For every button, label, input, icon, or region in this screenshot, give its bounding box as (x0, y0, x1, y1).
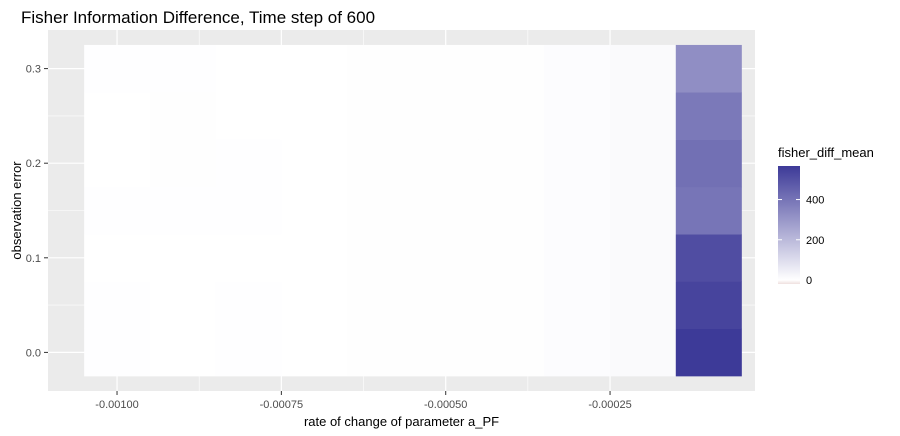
x-tick-label: -0.00075 (260, 399, 303, 411)
heatmap-tile (610, 186, 677, 235)
heatmap-tile (84, 139, 151, 188)
heatmap-tile (149, 139, 216, 188)
heatmap-tile (281, 186, 348, 235)
legend-label: 400 (806, 195, 824, 207)
heatmap-tile (84, 281, 151, 330)
x-axis-title: rate of change of parameter a_PF (304, 414, 499, 429)
heatmap-tile (544, 92, 611, 140)
heatmap-tile (84, 186, 151, 235)
heatmap-tile (347, 281, 414, 330)
legend-title: fisher_diff_mean (778, 145, 874, 160)
heatmap-tile (149, 186, 216, 235)
y-tick-label: 0.3 (26, 64, 41, 76)
heatmap-tile (544, 44, 611, 93)
heatmap-tile (675, 234, 742, 282)
x-axis: -0.00100 -0.00075 -0.00050 -0.00025 (95, 391, 632, 411)
heatmap-tile (412, 234, 479, 282)
heatmap-tile (544, 139, 611, 188)
heatmap-tile (412, 44, 479, 93)
heatmap-tile (215, 139, 282, 188)
x-tick-label: -0.00025 (588, 399, 631, 411)
heatmap-tile (675, 281, 742, 330)
heatmap-tile (84, 44, 151, 93)
heatmap-tile (675, 44, 742, 93)
y-tick-label: 0.0 (26, 347, 41, 359)
x-tick-label: -0.00050 (424, 399, 467, 411)
heatmap-tile (347, 234, 414, 282)
legend-label: 200 (806, 235, 824, 247)
heatmap-tile (149, 328, 216, 377)
legend-label: 0 (806, 275, 812, 287)
heatmap-tile (675, 92, 742, 140)
heatmap-tile (215, 281, 282, 330)
heatmap-tile (347, 139, 414, 188)
chart-title: Fisher Information Difference, Time step… (21, 8, 375, 27)
heatmap-tile (610, 328, 677, 377)
heatmap-tile (544, 186, 611, 235)
heatmap-tile (281, 234, 348, 282)
heatmap-tile (412, 328, 479, 377)
heatmap-tile (347, 92, 414, 140)
heatmap-tile (347, 44, 414, 93)
heatmap-tile (610, 281, 677, 330)
heatmap-tile (149, 92, 216, 140)
heatmap-tile (281, 139, 348, 188)
heatmap-tile (478, 44, 545, 93)
heatmap-tile (478, 186, 545, 235)
heatmap-tile (215, 186, 282, 235)
heatmap-tile (215, 328, 282, 377)
heatmap-tile (675, 186, 742, 235)
y-axis: 0.0 0.1 0.2 0.3 (26, 64, 48, 359)
heatmap-tile (478, 234, 545, 282)
legend-ticks: 0 200 400 (778, 195, 824, 287)
heatmap-tiles (84, 44, 742, 377)
heatmap-tile (675, 139, 742, 188)
legend-colorbar (778, 166, 800, 284)
heatmap-tile (478, 281, 545, 330)
heatmap-tile (281, 328, 348, 377)
heatmap-tile (544, 328, 611, 377)
y-tick-label: 0.2 (26, 158, 41, 170)
heatmap-tile (610, 139, 677, 188)
heatmap-tile (347, 186, 414, 235)
heatmap-tile (215, 92, 282, 140)
heatmap-tile (610, 44, 677, 93)
heatmap-tile (84, 234, 151, 282)
heatmap-tile (478, 328, 545, 377)
heatmap-tile (281, 44, 348, 93)
heatmap-tile (84, 92, 151, 140)
heatmap-tile (149, 234, 216, 282)
x-tick-label: -0.00100 (95, 399, 138, 411)
heatmap-tile (281, 281, 348, 330)
heatmap-tile (610, 92, 677, 140)
heatmap-tile (478, 92, 545, 140)
heatmap-tile (149, 281, 216, 330)
heatmap-tile (412, 139, 479, 188)
heatmap-tile (675, 328, 742, 377)
y-axis-title: observation error (9, 161, 24, 260)
heatmap-tile (281, 92, 348, 140)
heatmap-tile (412, 186, 479, 235)
heatmap-tile (544, 234, 611, 282)
heatmap-tile (84, 328, 151, 377)
heatmap-tile (215, 234, 282, 282)
heatmap-tile (478, 139, 545, 188)
heatmap-tile (412, 92, 479, 140)
legend: fisher_diff_mean 0 200 400 (778, 145, 874, 287)
heatmap-tile (412, 281, 479, 330)
heatmap-tile (215, 44, 282, 93)
y-tick-label: 0.1 (26, 253, 41, 265)
heatmap-tile (347, 328, 414, 377)
heatmap-tile (610, 234, 677, 282)
heatmap-tile (149, 44, 216, 93)
heatmap-tile (544, 281, 611, 330)
